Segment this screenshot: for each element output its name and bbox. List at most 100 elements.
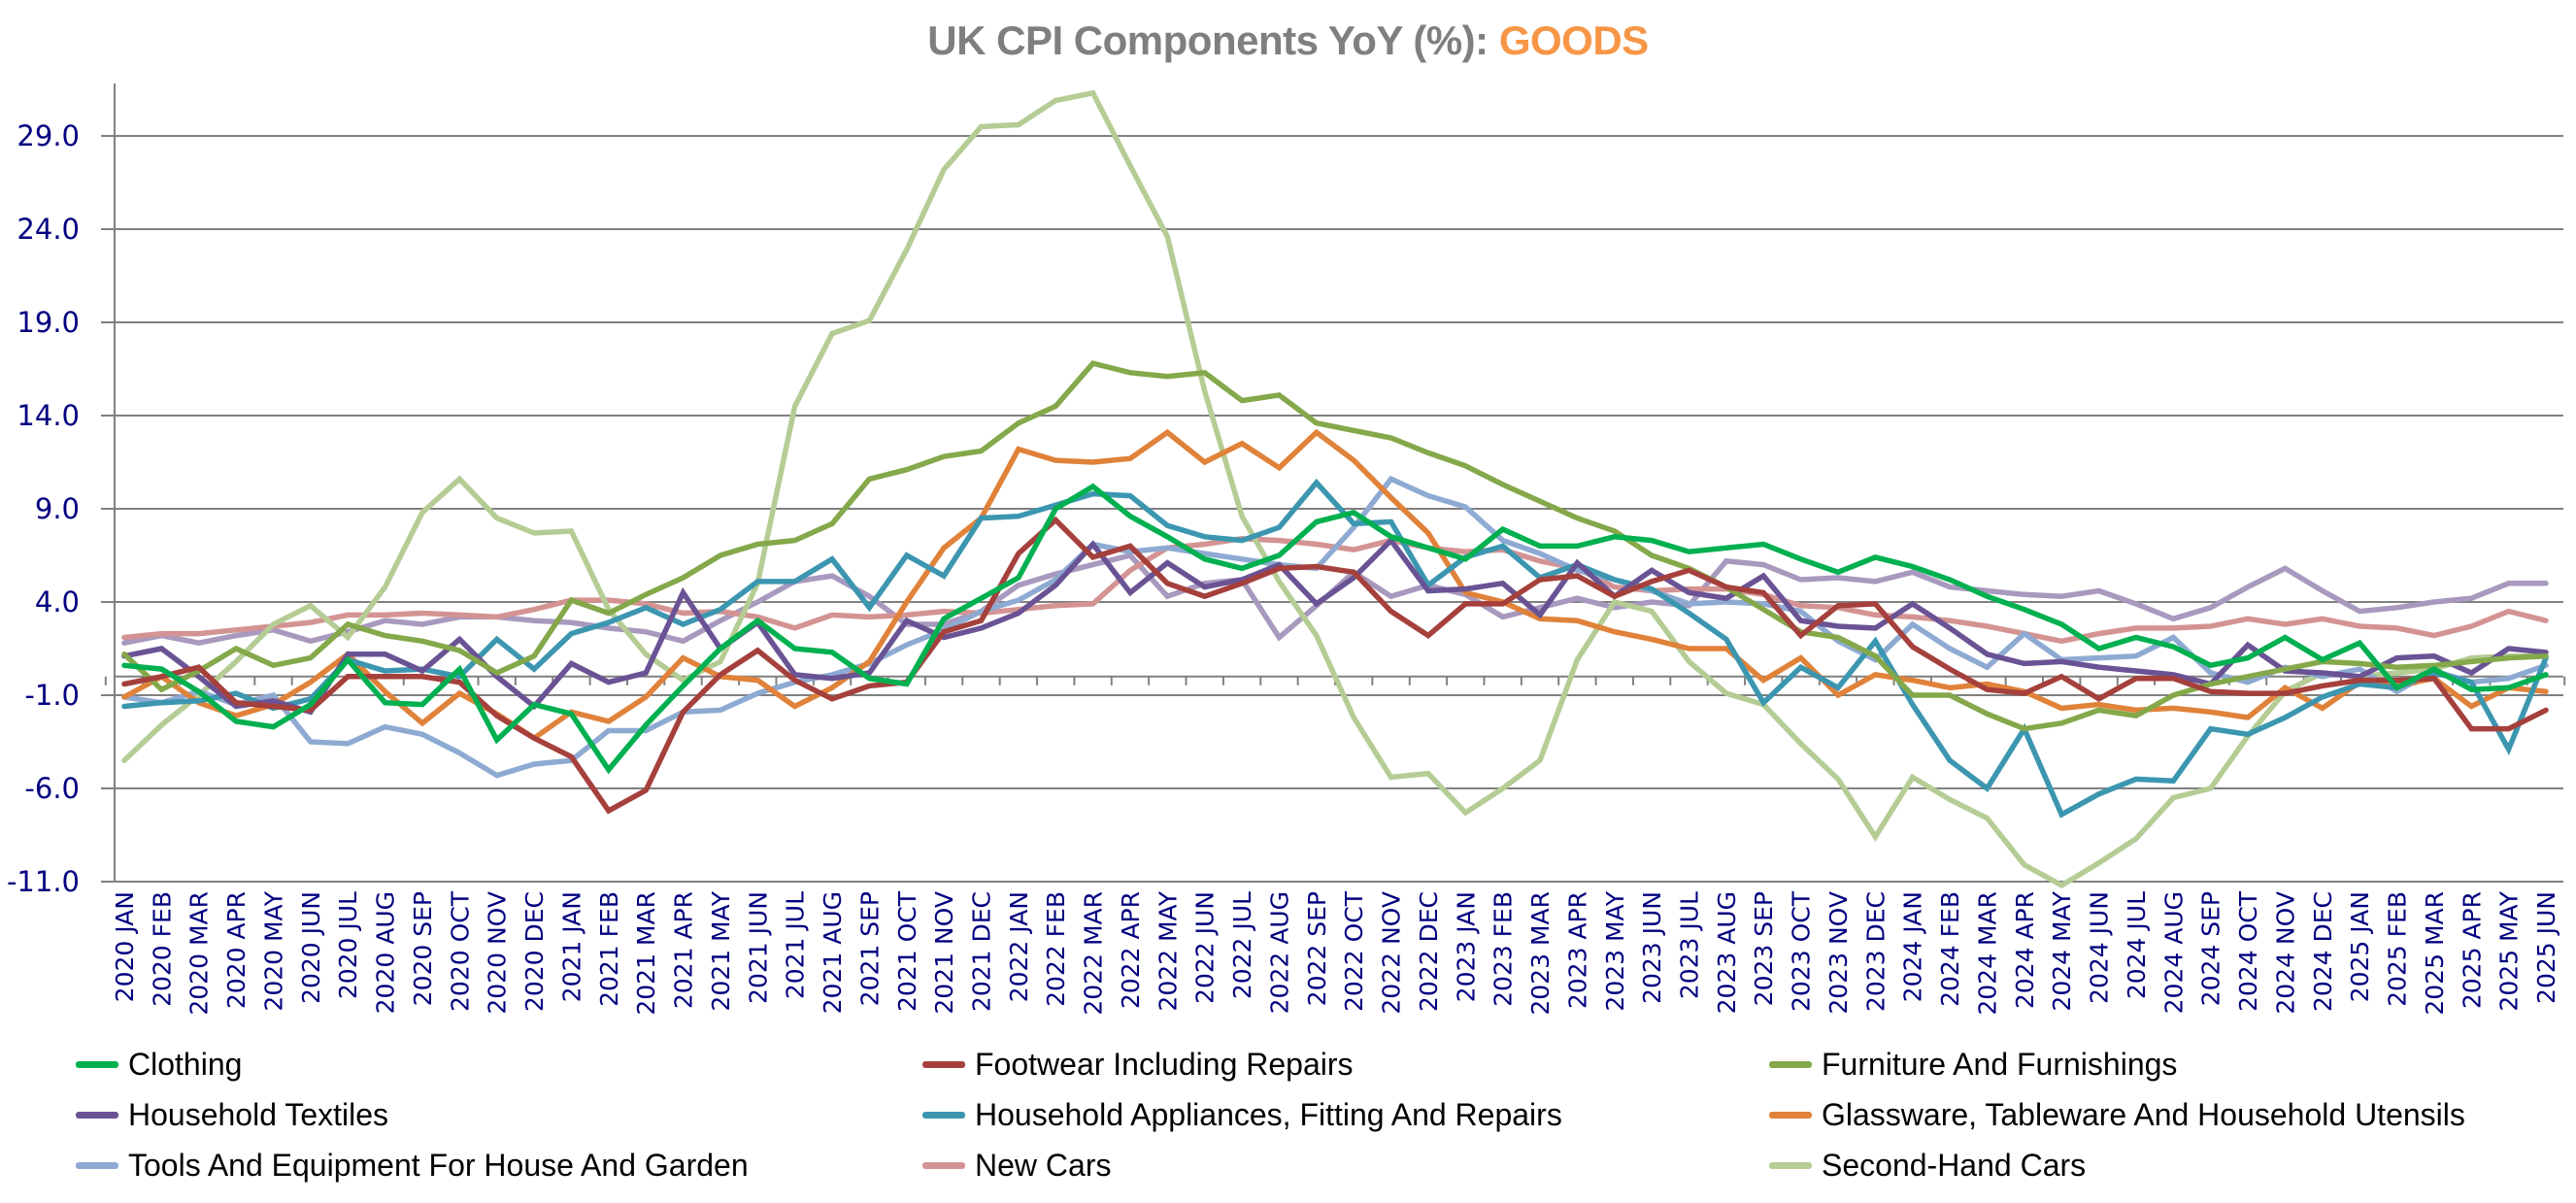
legend-label: Household Appliances, Fitting And Repair… [975,1096,1562,1132]
legend-label: Glassware, Tableware And Household Utens… [1822,1096,2465,1132]
x-tick-label: 2021 MAR [632,891,660,1016]
x-tick-label: 2023 AUG [1713,891,1741,1014]
legend-item: Household Textiles [76,1095,388,1134]
series-line-clothing [121,483,2549,775]
legend-item: Clothing [76,1045,242,1084]
legend-swatch-icon [1769,1111,1812,1119]
x-tick-label: 2020 APR [222,891,251,1009]
x-tick-label: 2020 JUN [297,891,325,1004]
chart-title-accent: GOODS [1498,17,1649,63]
x-tick-label: 2022 DEC [1415,891,1443,1012]
x-tick-label: 2022 MAR [1080,891,1108,1016]
x-tick-label: 2020 SEP [409,891,437,1006]
legend-label: Furniture And Furnishings [1822,1046,2178,1082]
x-tick-label: 2020 DEC [520,891,549,1012]
x-tick-label: 2021 JUN [744,891,772,1004]
legend-label: Tools And Equipment For House And Garden [128,1147,749,1183]
x-tick-label: 2023 SEP [1750,891,1778,1006]
x-tick-label: 2022 NOV [1378,891,1406,1015]
chart-title: UK CPI Components YoY (%): GOODS [0,17,2576,64]
series-line-furniture-and-furnishings [121,360,2549,732]
x-tick-label: 2021 APR [670,891,698,1009]
legend-item: New Cars [922,1146,1111,1185]
legend-label: Clothing [128,1046,243,1082]
legend-swatch-icon [922,1060,965,1068]
x-tick-label: 2023 MAY [1601,890,1629,1011]
x-tick-label: 2023 JUN [1638,891,1666,1004]
y-tick-label: -6.0 [24,772,80,805]
y-tick-label: 14.0 [17,399,80,432]
x-tick-label: 2022 APR [1117,891,1145,1009]
legend-label: Footwear Including Repairs [975,1046,1354,1082]
x-tick-label: 2021 MAY [707,890,735,1011]
x-tick-label: 2025 MAY [2495,890,2524,1011]
y-tick-label: -11.0 [7,865,80,898]
legend-item: Footwear Including Repairs [922,1045,1354,1084]
legend-swatch-icon [922,1161,965,1169]
x-tick-label: 2024 JAN [1899,891,1927,1002]
x-tick-label: 2020 OCT [446,890,474,1012]
x-tick-label: 2022 AUG [1265,891,1293,1014]
x-tick-label: 2022 JAN [1005,891,1033,1002]
x-tick-label: 2024 APR [2011,891,2039,1009]
x-tick-label: 2022 MAY [1154,890,1182,1011]
y-tick-label: 19.0 [17,306,80,339]
x-tick-label: 2020 AUG [372,891,400,1014]
x-tick-label: 2023 JUL [1676,891,1704,999]
x-tick-label: 2021 DEC [967,891,995,1012]
x-tick-label: 2020 JAN [111,891,139,1002]
x-tick-label: 2021 FEB [595,891,623,1007]
x-tick-label: 2024 FEB [1936,891,1964,1007]
x-tick-label: 2024 AUG [2159,891,2188,1014]
series-line-footwear-including-repairs [121,516,2549,815]
x-tick-label: 2023 JAN [1452,891,1480,1002]
x-tick-label: 2025 FEB [2384,891,2412,1007]
x-tick-label: 2023 FEB [1489,891,1518,1007]
series-line-second-hand-cars [121,89,2549,888]
x-tick-label: 2024 DEC [2309,891,2337,1012]
chart-title-main: UK CPI Components YoY (%): [927,17,1499,63]
y-tick-label: 24.0 [17,213,80,246]
y-tick-label: -1.0 [24,679,80,712]
x-tick-label: 2025 APR [2458,891,2486,1009]
x-axis-tick-labels: 2020 JAN 2020 FEB 2020 MAR 2020 APR 2020 MAY… [111,890,2560,1015]
legend-swatch-icon [76,1161,118,1169]
x-tick-label: 2020 MAY [259,890,287,1011]
x-tick-label: 2022 JUL [1228,891,1256,999]
legend-label: Household Textiles [128,1096,389,1132]
x-tick-label: 2021 JUL [782,891,810,999]
legend-item: Glassware, Tableware And Household Utens… [1769,1095,2465,1134]
legend-swatch-icon [1769,1060,1812,1068]
x-tick-label: 2025 JUN [2532,891,2560,1004]
series-lines [121,89,2549,888]
x-tick-label: 2020 NOV [484,891,512,1015]
x-tick-label: 2023 APR [1563,891,1591,1009]
x-tick-label: 2024 JUL [2123,891,2151,999]
series-line-household-textiles [121,536,2549,716]
x-tick-label: 2021 NOV [930,891,958,1015]
y-tick-label: 9.0 [35,492,80,525]
x-tick-label: 2024 JUN [2086,891,2114,1004]
y-tick-label: 4.0 [35,585,80,618]
y-tick-label: 29.0 [17,119,80,152]
x-tick-label: 2020 FEB [148,891,176,1007]
x-tick-label: 2025 MAR [2421,891,2449,1016]
x-tick-label: 2021 JAN [557,891,585,1002]
x-tick-label: 2021 OCT [893,890,921,1012]
x-tick-label: 2022 OCT [1340,890,1368,1012]
legend-swatch-icon [922,1111,965,1119]
legend-swatch-icon [76,1060,118,1068]
x-tick-label: 2022 SEP [1303,891,1331,1006]
legend-item: Household Appliances, Fitting And Repair… [922,1095,1562,1134]
x-tick-label: 2024 SEP [2197,891,2225,1006]
series-line-household-appliances-fitting-and-repairs [121,478,2549,819]
series-line-tools-and-equipment-for-house-and-garden [121,475,2549,779]
x-tick-label: 2024 MAY [2048,890,2076,1011]
x-tick-label: 2021 AUG [819,891,847,1014]
x-tick-label: 2024 OCT [2234,890,2262,1012]
legend-swatch-icon [1769,1161,1812,1169]
legend-item: Tools And Equipment For House And Garden [76,1146,749,1185]
legend-item: Second-Hand Cars [1769,1146,2086,1185]
x-tick-label: 2023 MAR [1526,891,1555,1016]
